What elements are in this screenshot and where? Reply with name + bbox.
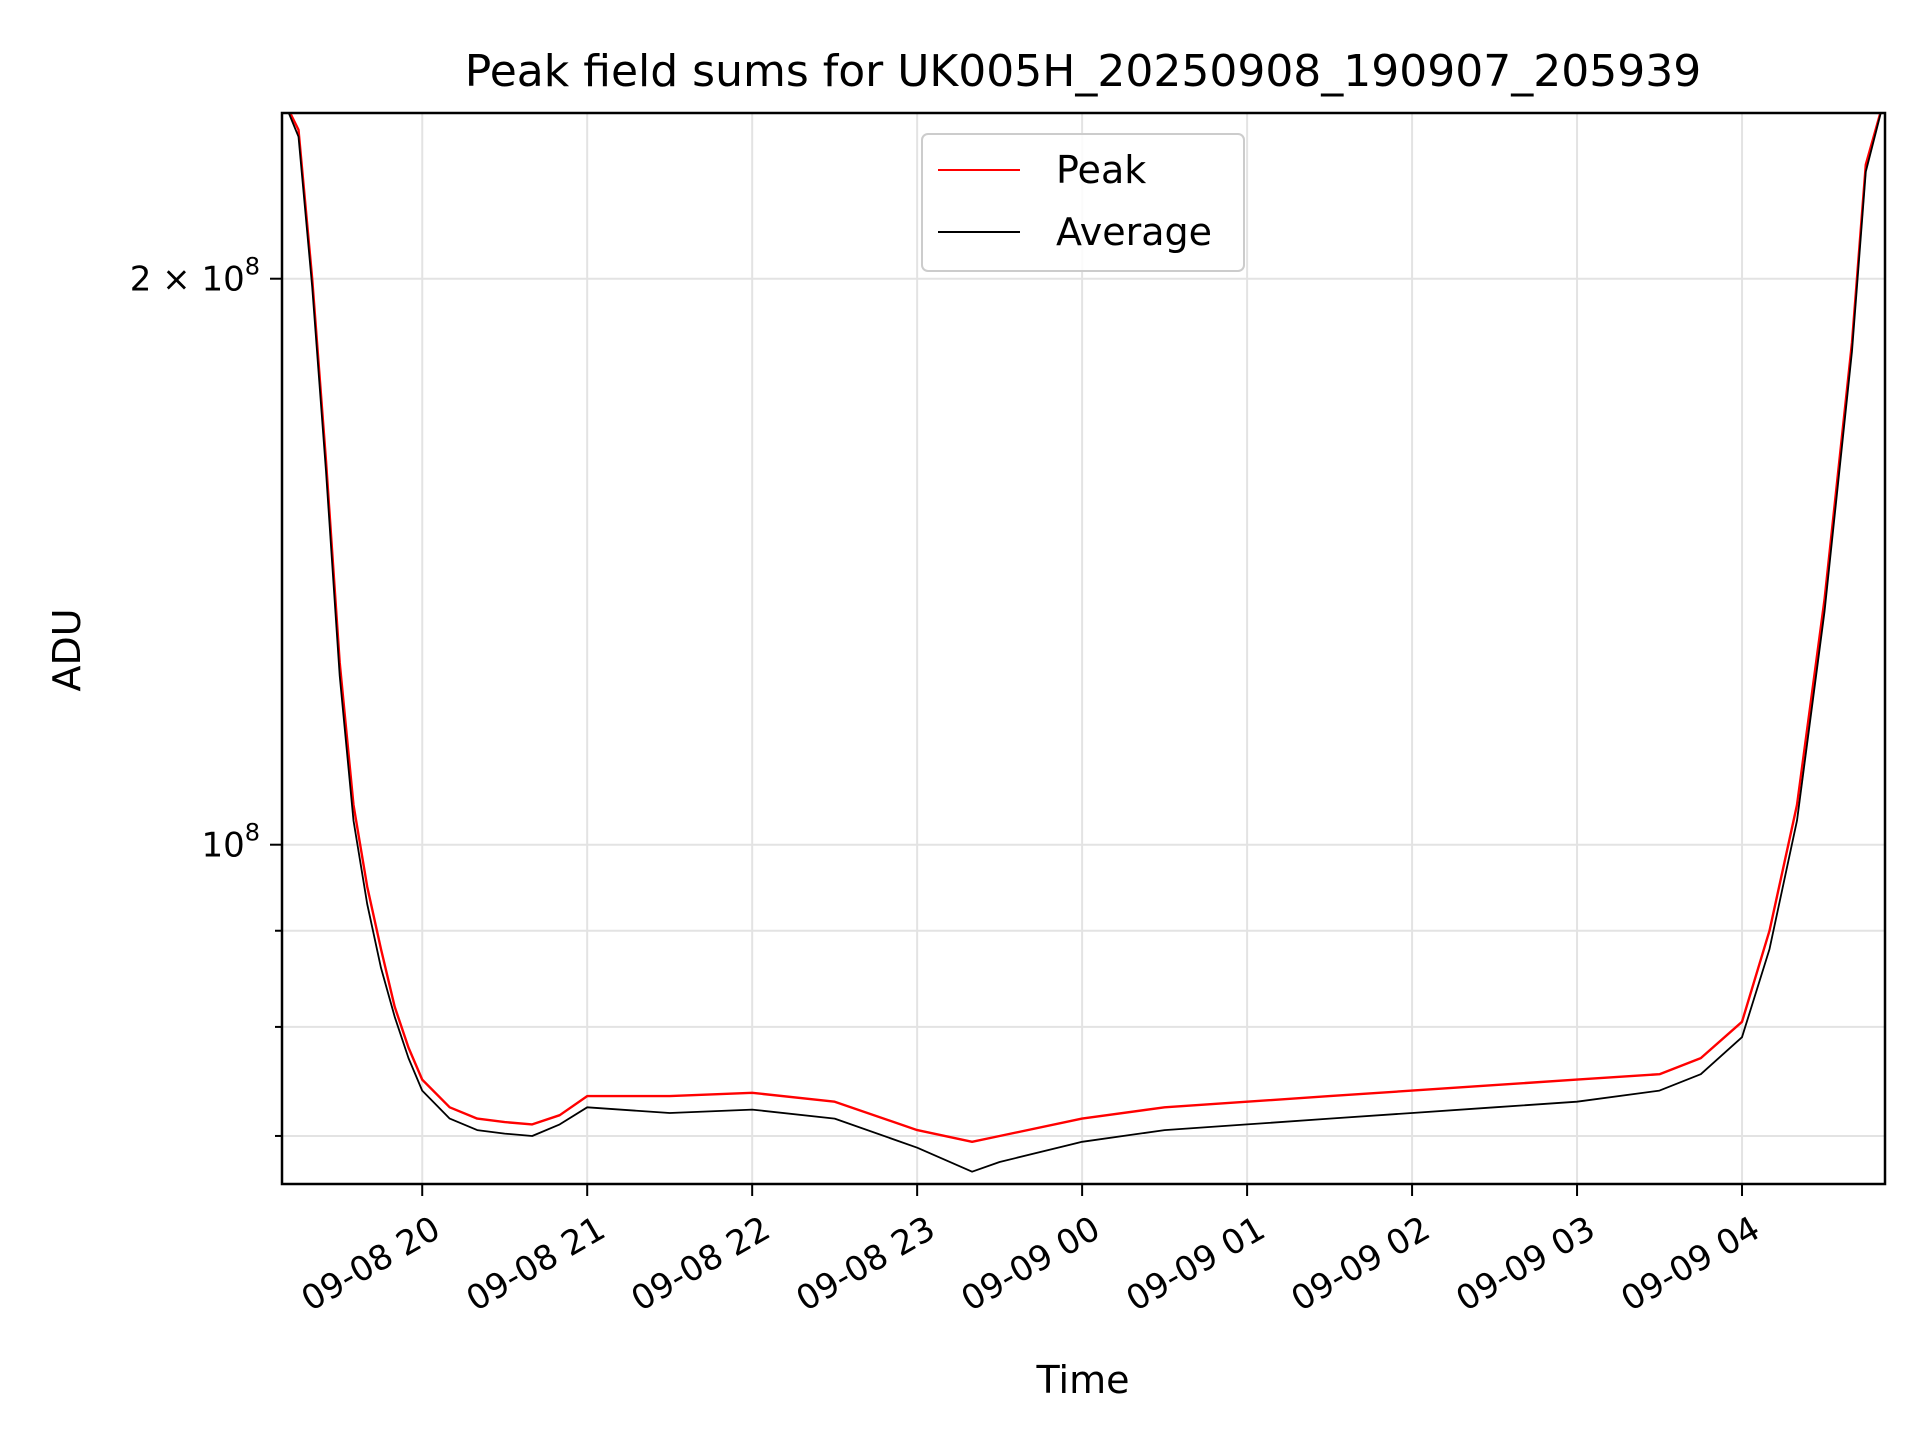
y-tick-label-base: 2 × 10 xyxy=(130,260,245,300)
series-line-average xyxy=(287,113,1882,1173)
y-tick-label-exponent: 8 xyxy=(245,253,260,281)
legend: Peak Average xyxy=(921,133,1245,272)
series-line-peak xyxy=(288,113,1882,1144)
y-axis-label: ADU xyxy=(45,608,89,691)
chart-title: Peak field sums for UK005H_20250908_1909… xyxy=(465,46,1701,97)
x-axis-label: Time xyxy=(1036,1358,1130,1402)
grid xyxy=(282,113,1885,1184)
y-tick-label: 108 xyxy=(201,819,260,866)
legend-box xyxy=(921,133,1245,272)
y-tick-label: 2 × 108 xyxy=(130,253,260,300)
y-tick-label-base: 10 xyxy=(201,826,244,866)
legend-label-peak: Peak xyxy=(1056,148,1146,192)
plot-frame xyxy=(280,111,1887,1186)
legend-label-average: Average xyxy=(1056,210,1212,254)
y-tick-label-exponent: 8 xyxy=(245,819,260,847)
series-layer xyxy=(287,113,1882,1173)
